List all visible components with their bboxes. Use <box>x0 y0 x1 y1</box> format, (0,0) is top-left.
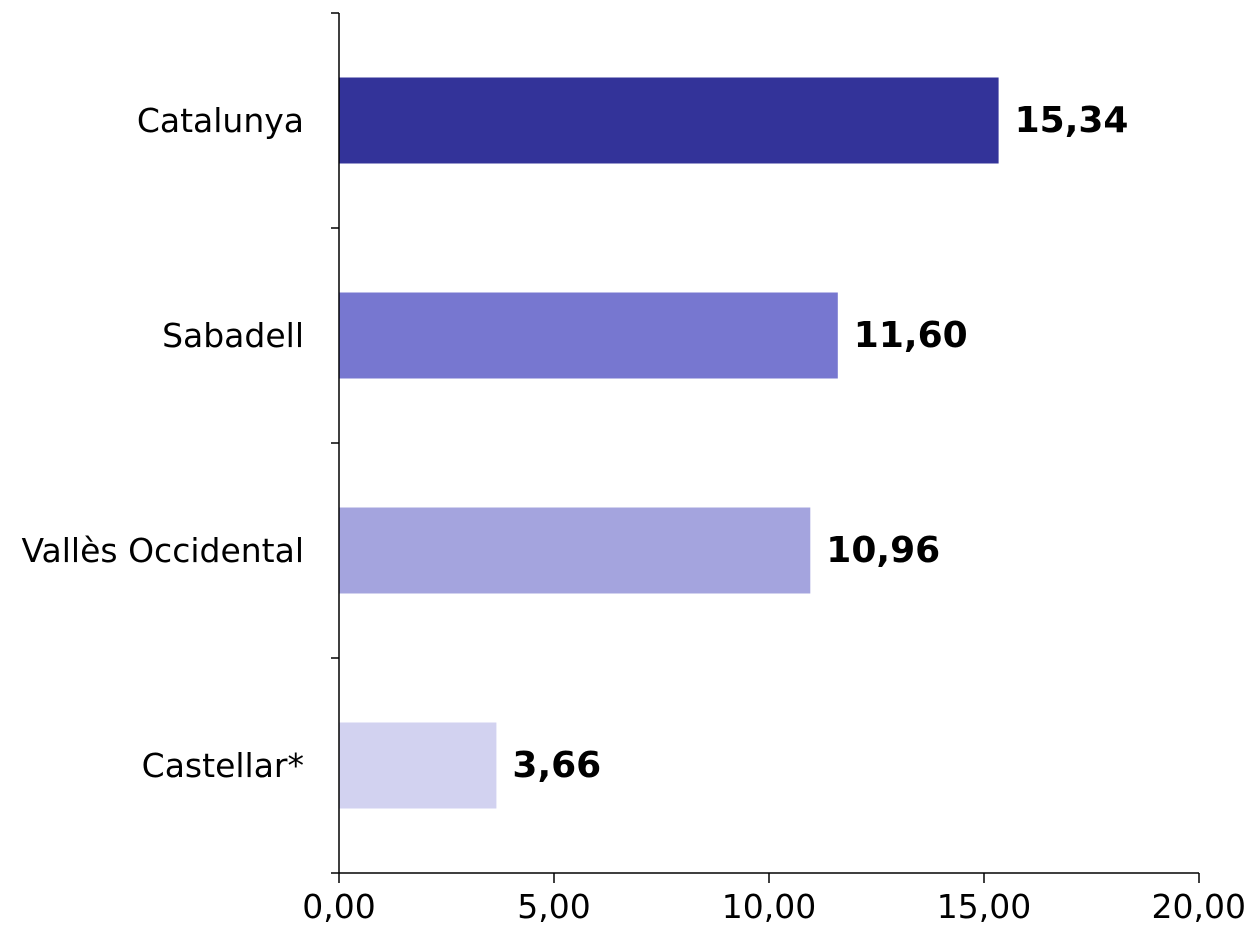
x-tick-label-1: 5,00 <box>517 887 590 926</box>
x-tick-label-3: 15,00 <box>937 887 1031 926</box>
bar-3 <box>339 722 497 809</box>
category-label-3: Castellar* <box>142 746 304 785</box>
category-label-0: Catalunya <box>137 101 304 140</box>
data-label-0: 15,34 <box>1015 100 1129 141</box>
x-tick-label-2: 10,00 <box>722 887 816 926</box>
data-label-3: 3,66 <box>512 745 601 786</box>
category-label-1: Sabadell <box>162 316 304 355</box>
category-label-2: Vallès Occidental <box>22 531 304 570</box>
x-tick-label-4: 20,00 <box>1152 887 1246 926</box>
plot-area: Catalunya 15,34 Sabadell 11,60 Vallès Occide… <box>22 12 1246 926</box>
bar-0 <box>339 77 999 164</box>
data-label-1: 11,60 <box>854 315 968 356</box>
x-tick-label-0: 0,00 <box>302 887 375 926</box>
bar-2 <box>339 507 811 594</box>
bar-1 <box>339 292 838 379</box>
data-label-2: 10,96 <box>826 530 940 571</box>
